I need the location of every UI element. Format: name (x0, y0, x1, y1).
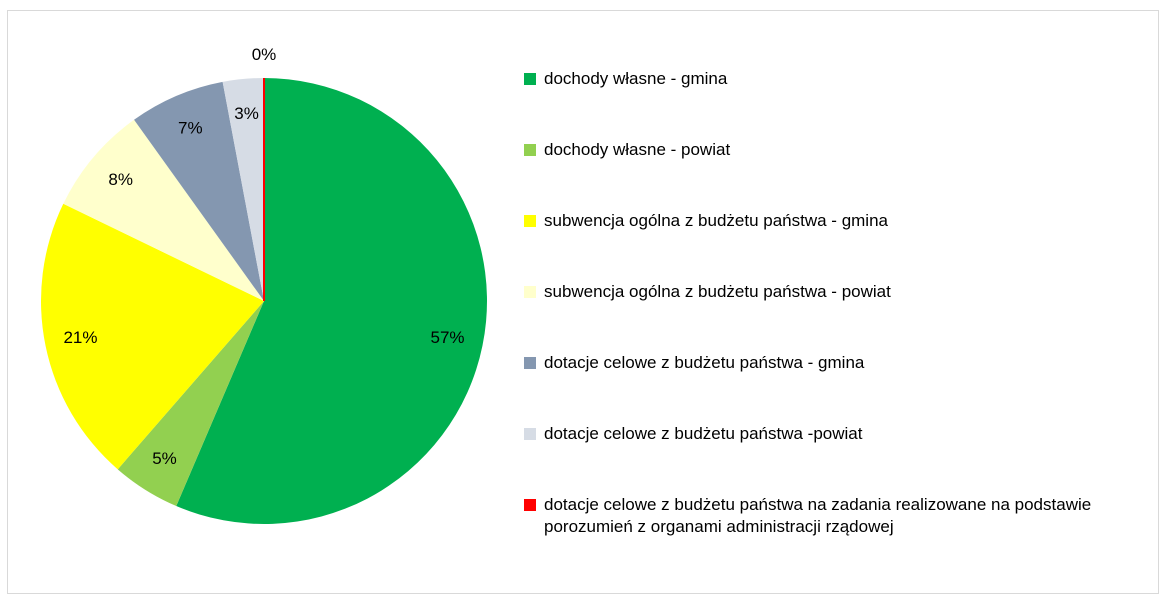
legend-item: dochody własne - gmina (524, 68, 1144, 139)
legend-label: dotacje celowe z budżetu państwa -powiat (544, 424, 863, 443)
legend-item: dotacje celowe z budżetu państwa na zada… (524, 494, 1144, 565)
legend-swatch (524, 215, 536, 227)
legend-swatch (524, 144, 536, 156)
data-label: 57% (430, 328, 464, 347)
legend-swatch (524, 286, 536, 298)
legend-item: dochody własne - powiat (524, 139, 1144, 210)
legend-label: dochody własne - gmina (544, 69, 728, 88)
legend-swatch (524, 499, 536, 511)
legend-label: dotacje celowe z budżetu państwa na zada… (544, 495, 1092, 536)
chart-frame (7, 10, 1159, 594)
legend-item: dotacje celowe z budżetu państwa -powiat (524, 423, 1144, 494)
pie-slice (222, 78, 264, 301)
pie-slice (40, 203, 264, 470)
pie-slice (63, 119, 264, 301)
legend-swatch (524, 73, 536, 85)
data-label: 8% (108, 170, 133, 189)
data-label: 0% (252, 45, 277, 64)
legend: dochody własne - gmina dochody własne - p… (524, 68, 1144, 565)
legend-label: subwencja ogólna z budżetu państwa - pow… (544, 282, 891, 301)
legend-item: subwencja ogólna z budżetu państwa - pow… (524, 281, 1144, 352)
legend-item: dotacje celowe z budżetu państwa - gmina (524, 352, 1144, 423)
data-label: 5% (152, 449, 177, 468)
pie-slice (176, 78, 488, 524)
legend-label: dochody własne - powiat (544, 140, 731, 159)
legend-swatch (524, 428, 536, 440)
pie-slice (117, 301, 264, 507)
legend-label: dotacje celowe z budżetu państwa - gmina (544, 353, 865, 372)
legend-item: subwencja ogólna z budżetu państwa - gmi… (524, 210, 1144, 281)
pie-slice (134, 81, 264, 301)
legend-swatch (524, 357, 536, 369)
data-label: 3% (234, 104, 259, 123)
legend-label: subwencja ogólna z budżetu państwa - gmi… (544, 211, 888, 230)
data-label: 7% (178, 118, 203, 137)
data-label: 21% (63, 328, 97, 347)
